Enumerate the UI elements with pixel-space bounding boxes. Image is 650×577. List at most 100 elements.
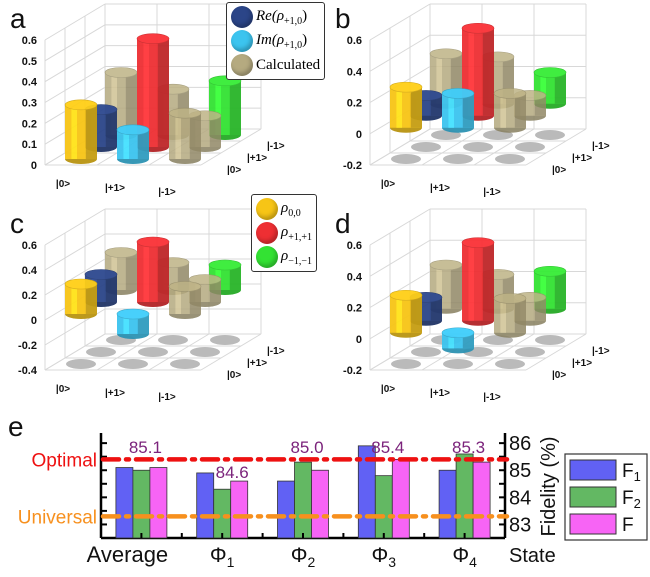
- category-label: Φ3: [372, 544, 397, 570]
- bar-body-highlight: [123, 314, 129, 334]
- bar-body-highlight: [175, 286, 181, 314]
- gridline-floor: [148, 333, 210, 371]
- panel-a: 0 0.1 0.2 0.3 0.4 0.5 0.6 |0> |+1> |-1> |0> |+1> |-1…: [0, 0, 325, 205]
- x-tick-label: |+1>: [430, 388, 450, 399]
- category-label-subscript: 3: [388, 554, 396, 570]
- bar-top: [116, 308, 150, 320]
- y-tick-label: |+1>: [572, 358, 592, 369]
- gridline-floor: [369, 128, 431, 166]
- z-tick-label: 0.3: [22, 98, 37, 110]
- reference-label-optimal: Optimal: [32, 450, 97, 471]
- y-tick-label: |+1>: [247, 153, 267, 164]
- grid-3d: [369, 3, 587, 166]
- legend-swatch-rho11: [256, 222, 278, 244]
- bar-F2: [455, 453, 474, 539]
- x-tick-label: |0>: [381, 384, 395, 395]
- bar-body-shade: [157, 38, 169, 147]
- bar-top: [461, 237, 495, 248]
- z-tick-label: 0.6: [22, 35, 37, 47]
- category-label: Φ1: [210, 544, 235, 570]
- bar-body-shade: [229, 80, 241, 135]
- bar-body-shade: [85, 284, 97, 314]
- bar-body-highlight: [123, 129, 129, 159]
- legend-populations: ρ0,0 ρ+1,+1 ρ−1,−1: [251, 194, 317, 272]
- category-label: Average: [87, 542, 169, 567]
- legend-item-rho00: ρ0,0: [256, 197, 312, 221]
- legend-label-calculated: Calculated: [256, 56, 321, 73]
- panel-letter: c: [10, 208, 24, 239]
- bar-top: [429, 259, 463, 271]
- bar-body-highlight: [111, 72, 117, 135]
- legend-swatch-im: [231, 30, 253, 52]
- z-tick-label: 0.6: [347, 240, 362, 252]
- bar-F2: [294, 461, 312, 539]
- bar-top: [533, 265, 567, 277]
- legend-label-rhomm: ρ−1,−1: [281, 247, 312, 267]
- gridline-floor: [369, 333, 431, 371]
- x-tick-label: |-1>: [483, 187, 501, 198]
- bar-top: [208, 259, 242, 271]
- z-tick-label: 0: [356, 334, 362, 346]
- y-tick-label: |0>: [227, 165, 241, 176]
- bar-top: [84, 269, 118, 280]
- gridline-side: [369, 3, 431, 41]
- bar-body-shade: [482, 242, 494, 321]
- gridline-side: [44, 233, 106, 271]
- bar-body-shade: [430, 297, 442, 321]
- bar-cylinder-Calculated: [168, 281, 202, 319]
- x-tick-label: |+1>: [105, 183, 125, 194]
- z-tick-label: 0.4: [22, 77, 38, 89]
- y-tick-label: 83: [509, 514, 531, 536]
- panel-letter: b: [335, 3, 351, 34]
- bar-top: [461, 22, 495, 34]
- bar-top: [116, 124, 150, 136]
- fidelity-bar-chart: e 83 84 85 86 Fidelity (%) 85.1 Average 84.6 Φ1 85…: [8, 411, 648, 570]
- bar-F1: [277, 480, 295, 539]
- bar-body-shade: [137, 129, 149, 159]
- legend-item-rhomm: ρ−1,−1: [256, 245, 312, 269]
- gridline-floor: [44, 333, 106, 371]
- y-tick-label: |0>: [552, 165, 566, 176]
- bar-F: [391, 458, 410, 539]
- bar-shadow: [495, 154, 525, 164]
- data-label: 84.6: [216, 463, 249, 482]
- bar-body-shade: [462, 93, 474, 128]
- bar-F2: [213, 488, 232, 539]
- bar-F: [230, 480, 249, 539]
- legend-swatch-F: [569, 513, 617, 535]
- x-tick-label: |0>: [56, 179, 70, 190]
- bar-shadow: [210, 335, 240, 345]
- bar-top: [168, 107, 202, 119]
- bar-body-highlight: [448, 93, 454, 128]
- legend-label-F: F: [622, 515, 634, 536]
- x-tick-label: |0>: [56, 384, 70, 395]
- category-label: Φ2: [291, 544, 316, 570]
- bar3d-chart-d: -0.200.20.40.6|0> |+1> |-1>|0>|+1>|-1>d: [335, 208, 610, 403]
- bar-cylinder-rho00: [389, 81, 423, 133]
- legend-swatch-re: [231, 6, 253, 28]
- bar-shadow: [411, 347, 441, 357]
- bar-cylinder-Calculated: [493, 88, 527, 133]
- bar-body-shade: [125, 252, 137, 290]
- legend-label-rho11: ρ+1,+1: [281, 223, 312, 243]
- bar-body-highlight: [448, 332, 454, 349]
- z-tick-label: 0.2: [347, 98, 362, 110]
- z-tick-label: 0.6: [347, 35, 362, 47]
- y-tick-label: |0>: [552, 370, 566, 381]
- data-label: 85.1: [129, 438, 162, 457]
- data-label: 85.3: [452, 438, 485, 457]
- bar-cylinder-Im: [116, 124, 150, 164]
- bar-shadow: [118, 359, 148, 369]
- bar-body-highlight: [143, 38, 149, 147]
- bar-body-highlight: [71, 104, 77, 159]
- bar-body-highlight: [111, 252, 117, 290]
- x-axis-label: State: [509, 545, 556, 567]
- bar-body-shade: [410, 295, 422, 333]
- bar-body-highlight: [175, 113, 181, 159]
- bar-cylinder-Im: [441, 88, 475, 133]
- legend-label-subscript: 1: [634, 469, 641, 484]
- legend-swatch-rho00: [256, 198, 278, 220]
- panel-d: -0.2 0 0.2 0.4 0.6 |0> |+1> |-1> |0> |+1> |-1> d: [325, 205, 650, 410]
- z-tick-label: -0.4: [18, 365, 38, 377]
